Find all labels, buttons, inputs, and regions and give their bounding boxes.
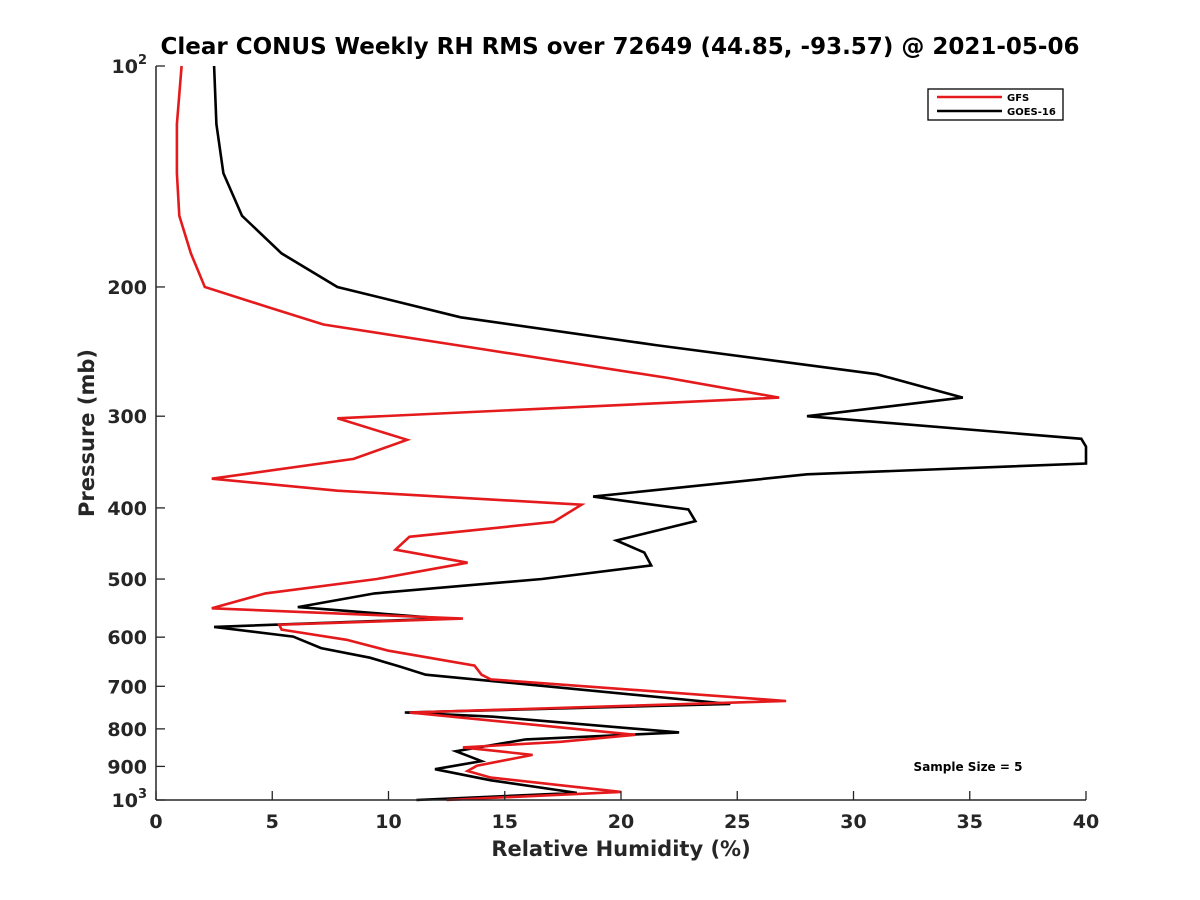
y-tick-label: 102 — [112, 53, 148, 78]
series-line-gfs — [175, 65, 787, 802]
x-axis-ticks: 0 5 10 15 20 25 30 35 40 — [149, 791, 1099, 833]
x-axis-label: Relative Humidity (%) — [491, 837, 750, 861]
y-tick-label: 500 — [107, 569, 147, 591]
y-axis-label: Pressure (mb) — [75, 349, 99, 517]
chart-title: Clear CONUS Weekly RH RMS over 72649 (44… — [161, 34, 1080, 60]
sample-size-note: Sample Size = 5 — [914, 760, 1023, 774]
series-line-goes-16 — [212, 65, 1088, 802]
y-tick-label: 700 — [107, 676, 147, 698]
x-tick-label: 40 — [1073, 811, 1099, 833]
legend-label-goes-16: GOES-16 — [1007, 107, 1056, 118]
x-tick-label: 20 — [608, 811, 634, 833]
y-tick-label: 600 — [107, 627, 147, 649]
x-tick-label: 25 — [724, 811, 750, 833]
chart-legend: GFS GOES-16 — [927, 88, 1064, 121]
x-tick-label: 5 — [266, 811, 279, 833]
x-tick-label: 15 — [492, 811, 518, 833]
x-tick-label: 10 — [375, 811, 401, 833]
legend-box — [927, 88, 1064, 121]
y-tick-label: 900 — [107, 756, 147, 778]
x-tick-label: 35 — [957, 811, 983, 833]
y-tick-label: 300 — [107, 406, 147, 428]
y-axis-ticks: 102 200 300 400 500 600 700 800 900 103 — [107, 53, 165, 812]
legend-label-gfs: GFS — [1007, 93, 1029, 104]
y-tick-label: 400 — [107, 498, 147, 520]
x-tick-label: 0 — [149, 811, 162, 833]
y-tick-label: 800 — [107, 719, 147, 741]
y-tick-label: 200 — [107, 277, 147, 299]
series-layer — [175, 65, 1088, 802]
y-tick-label: 103 — [112, 787, 148, 812]
x-tick-label: 30 — [840, 811, 866, 833]
